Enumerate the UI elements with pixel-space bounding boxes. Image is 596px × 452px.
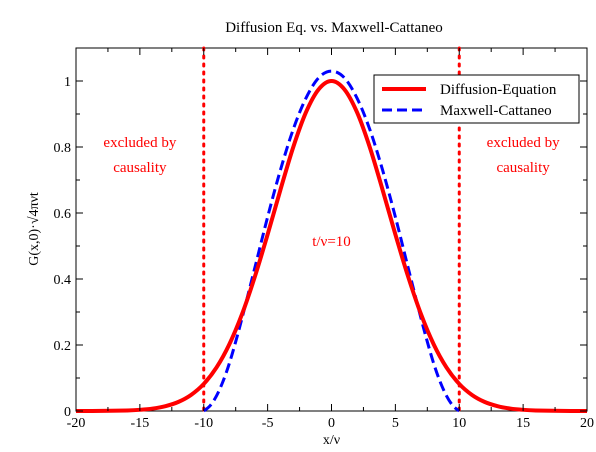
annotation-time-label: t/ν=10 xyxy=(312,234,351,250)
legend-box xyxy=(373,74,580,124)
y-tick-label: 0.4 xyxy=(54,273,72,288)
x-tick-label: 20 xyxy=(580,416,594,431)
axis-ticks: -20 -15 -10 -5 0 5 10 15 20 0 0.2 0.4 0.6 0.8 1 xyxy=(54,48,594,431)
annotation-right-excluded: excluded by causality xyxy=(487,135,560,176)
y-tick-label: 0 xyxy=(64,405,71,420)
chart-title: Diffusion Eq. vs. Maxwell-Cattaneo xyxy=(225,20,443,36)
annotation-line: excluded by xyxy=(103,135,176,151)
x-tick-label: -20 xyxy=(67,416,86,431)
y-axis-label: G(x,0)·√4πνt xyxy=(27,192,42,266)
x-tick-label: 10 xyxy=(452,416,466,431)
legend-label-maxwell: Maxwell-Cattaneo xyxy=(440,103,552,119)
y-tick-label: 0.2 xyxy=(54,339,72,354)
x-tick-label: 15 xyxy=(516,416,530,431)
causality-markers xyxy=(202,46,461,413)
legend-label-diffusion: Diffusion-Equation xyxy=(440,82,557,98)
series-group xyxy=(75,69,588,413)
annotation-line: causality xyxy=(496,160,550,176)
x-tick-label: -10 xyxy=(194,416,213,431)
annotation-left-excluded: excluded by causality xyxy=(103,135,176,176)
annotation-line: causality xyxy=(113,160,167,176)
x-axis-label: x/ν xyxy=(323,433,340,448)
annotations: excluded by causality excluded by causality… xyxy=(103,135,560,250)
y-tick-label: 0.6 xyxy=(54,207,72,222)
x-tick-label: 0 xyxy=(328,416,335,431)
series-line-diffusion xyxy=(75,79,588,413)
annotation-line: t/ν=10 xyxy=(312,234,351,250)
annotation-line: excluded by xyxy=(487,135,560,151)
legend: Diffusion-Equation Maxwell-Cattaneo xyxy=(373,74,580,124)
y-tick-label: 0.8 xyxy=(54,141,72,156)
x-tick-label: 5 xyxy=(392,416,399,431)
series-line-maxwell xyxy=(202,69,461,413)
x-tick-label: -5 xyxy=(262,416,274,431)
x-tick-label: -15 xyxy=(131,416,150,431)
y-tick-label: 1 xyxy=(64,75,71,90)
